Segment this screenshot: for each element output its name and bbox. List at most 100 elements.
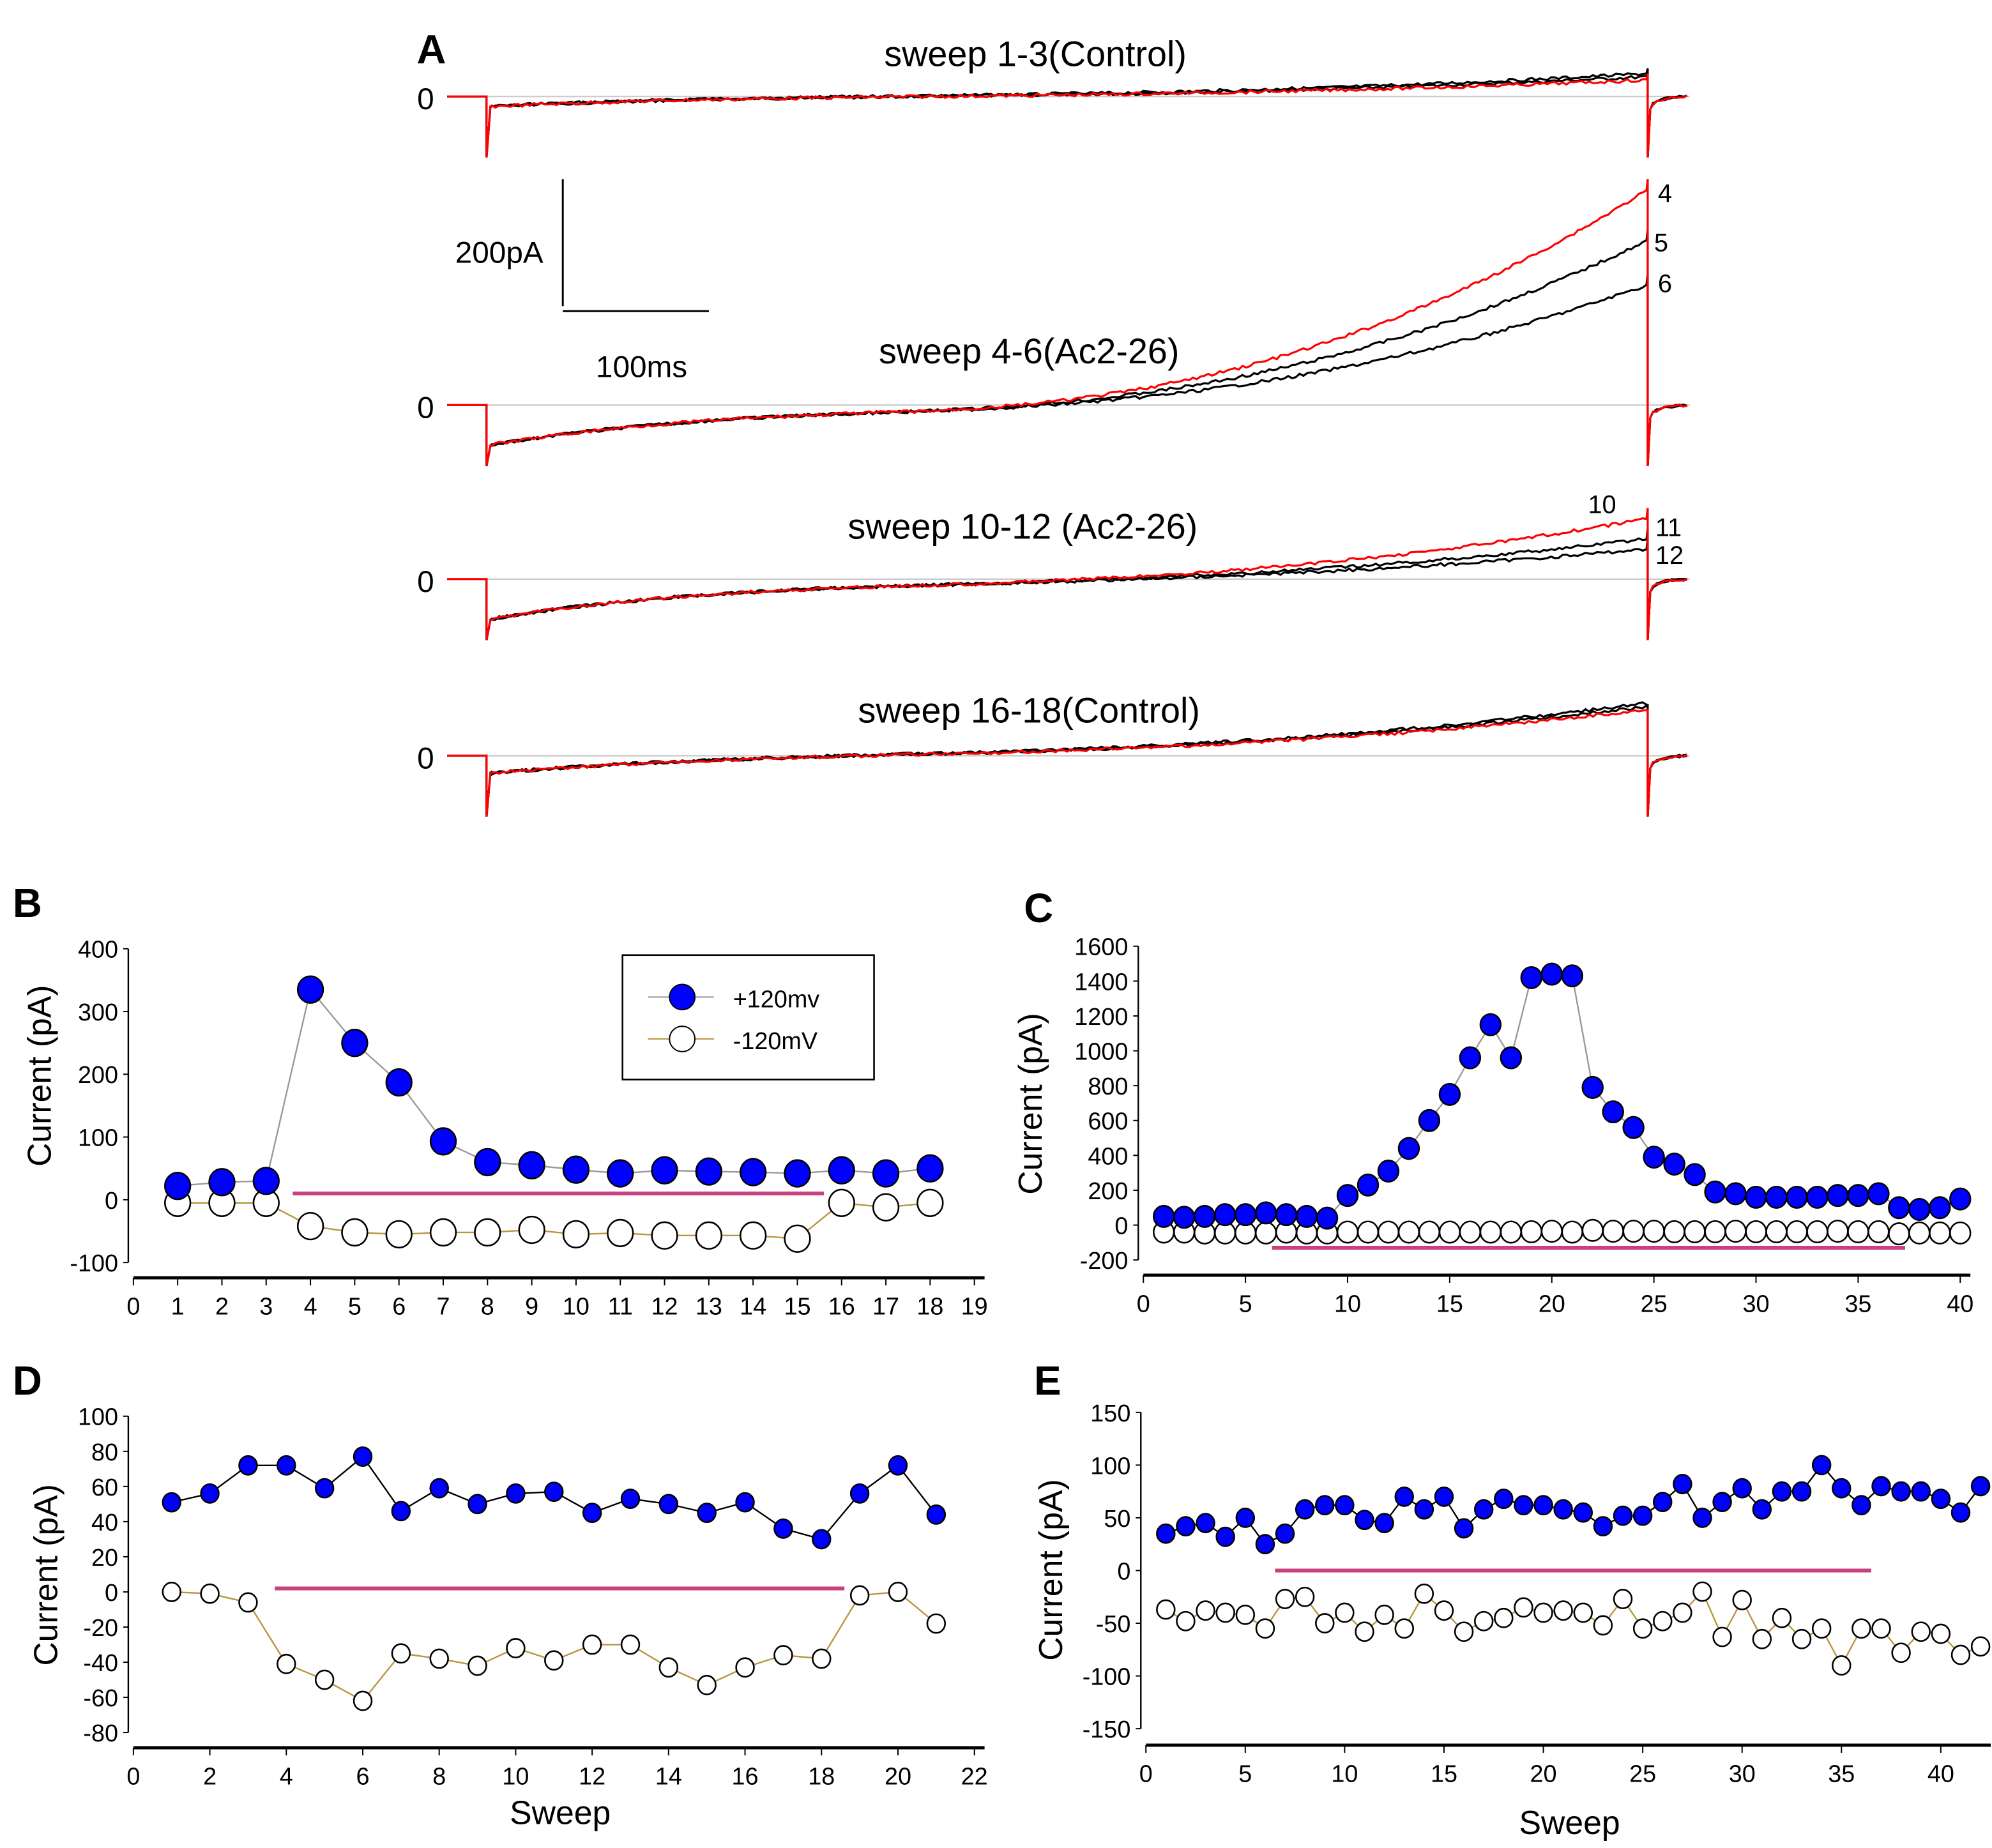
data-point-pos120	[391, 1501, 411, 1522]
data-point-neg120	[296, 1211, 324, 1241]
data-point-pos120	[1533, 1495, 1553, 1516]
data-point-neg120	[888, 1582, 908, 1602]
x-tick-label: 0	[1139, 1761, 1153, 1788]
y-tick-label: 1600	[1074, 934, 1128, 961]
data-point-neg120	[1908, 1221, 1931, 1245]
y-tick-label: -100	[70, 1250, 118, 1277]
data-point-neg120	[277, 1653, 296, 1674]
data-point-neg120	[849, 1585, 870, 1606]
y-tick-label: -20	[83, 1615, 118, 1642]
data-point-neg120	[739, 1221, 767, 1250]
data-point-pos120	[1772, 1481, 1792, 1502]
data-point-pos120	[252, 1167, 280, 1195]
data-point-pos120	[1434, 1486, 1454, 1507]
data-point-neg120	[1473, 1610, 1494, 1632]
data-point-pos120	[1500, 1046, 1523, 1070]
data-point-neg120	[1459, 1220, 1482, 1244]
y-tick-label: 600	[1088, 1109, 1128, 1135]
panel-letter-a: A	[416, 27, 446, 72]
data-point-neg120	[1235, 1604, 1256, 1625]
data-point-pos120	[1335, 1495, 1355, 1516]
x-tick-label: 18	[916, 1294, 943, 1321]
data-point-pos120	[1811, 1455, 1832, 1476]
zero-label: 0	[417, 565, 434, 599]
legend-marker-pos120	[669, 983, 696, 1011]
data-point-pos120	[1806, 1185, 1829, 1209]
current-trace	[447, 73, 1688, 158]
data-point-pos120	[1520, 966, 1542, 989]
data-point-pos120	[1949, 1187, 1972, 1211]
data-point-neg120	[1911, 1621, 1931, 1642]
y-tick-label: 100	[78, 1125, 118, 1152]
data-point-pos120	[1315, 1495, 1335, 1516]
data-point-pos120	[1336, 1184, 1359, 1208]
y-axis-label: Current (pA)	[21, 985, 58, 1166]
x-tick-label: 20	[885, 1764, 911, 1791]
data-point-pos120	[1573, 1502, 1593, 1523]
x-tick-label: 4	[304, 1294, 317, 1321]
data-point-pos120	[1622, 1116, 1645, 1139]
data-point-pos120	[162, 1492, 181, 1513]
data-point-neg120	[1931, 1623, 1951, 1644]
data-point-neg120	[1520, 1220, 1542, 1243]
y-tick-label: 300	[78, 999, 118, 1026]
data-point-pos120	[1153, 1204, 1175, 1228]
data-point-neg120	[1765, 1220, 1788, 1243]
x-tick-label: 17	[872, 1294, 899, 1321]
data-point-neg120	[607, 1218, 634, 1248]
data-point-pos120	[1275, 1523, 1295, 1544]
y-tick-label: 0	[1117, 1558, 1130, 1585]
data-point-neg120	[1827, 1220, 1849, 1243]
data-point-pos120	[1908, 1197, 1931, 1221]
data-point-neg120	[658, 1657, 679, 1678]
data-point-pos120	[849, 1483, 870, 1504]
data-point-neg120	[1454, 1621, 1474, 1642]
y-tick-label: 0	[105, 1580, 118, 1607]
x-tick-label: 13	[696, 1294, 722, 1321]
data-point-neg120	[474, 1218, 501, 1247]
current-trace	[447, 709, 1688, 817]
data-point-pos120	[773, 1518, 793, 1539]
data-point-neg120	[385, 1220, 413, 1249]
data-point-neg120	[518, 1215, 545, 1245]
x-tick-label: 11	[608, 1294, 633, 1321]
data-point-pos120	[1418, 1109, 1441, 1132]
data-point-pos120	[341, 1029, 369, 1057]
data-point-pos120	[208, 1168, 236, 1197]
data-point-neg120	[1374, 1604, 1394, 1625]
data-point-pos120	[620, 1488, 641, 1510]
data-point-pos120	[1970, 1476, 1991, 1497]
data-point-pos120	[200, 1483, 220, 1504]
data-point-pos120	[518, 1151, 545, 1179]
data-point-pos120	[1888, 1196, 1910, 1220]
data-point-pos120	[1827, 1184, 1849, 1208]
data-point-pos120	[1931, 1488, 1951, 1510]
data-point-neg120	[1533, 1602, 1553, 1623]
data-point-pos120	[1673, 1474, 1692, 1495]
data-point-pos120	[872, 1159, 900, 1188]
data-point-neg120	[1500, 1220, 1523, 1244]
y-tick-label: 1400	[1074, 969, 1128, 996]
data-point-pos120	[1473, 1499, 1494, 1520]
panel-a-traces: 0 sweep 1-3(Control) 0 sweep 4-6(Ac2-26) 4 5 6…	[417, 34, 1690, 817]
data-point-pos120	[1213, 1203, 1236, 1227]
data-point-neg120	[562, 1220, 590, 1249]
x-tick-label: 15	[1431, 1761, 1457, 1788]
data-point-neg120	[1832, 1655, 1851, 1676]
data-point-pos120	[1397, 1137, 1420, 1160]
series-line-neg120	[171, 1591, 937, 1702]
data-point-pos120	[1732, 1478, 1752, 1499]
data-point-pos120	[651, 1156, 678, 1185]
data-point-neg120	[1479, 1220, 1502, 1244]
data-point-pos120	[1357, 1173, 1380, 1197]
data-point-neg120	[620, 1634, 641, 1655]
x-tick-label: 8	[432, 1764, 446, 1791]
y-tick-label: 40	[91, 1510, 118, 1536]
data-point-neg120	[697, 1674, 717, 1695]
data-point-neg120	[1684, 1220, 1706, 1243]
x-tick-label: 7	[436, 1294, 450, 1321]
x-tick-label: 14	[740, 1294, 766, 1321]
data-point-pos120	[1692, 1508, 1712, 1528]
data-point-neg120	[916, 1188, 944, 1217]
data-point-pos120	[277, 1455, 296, 1476]
